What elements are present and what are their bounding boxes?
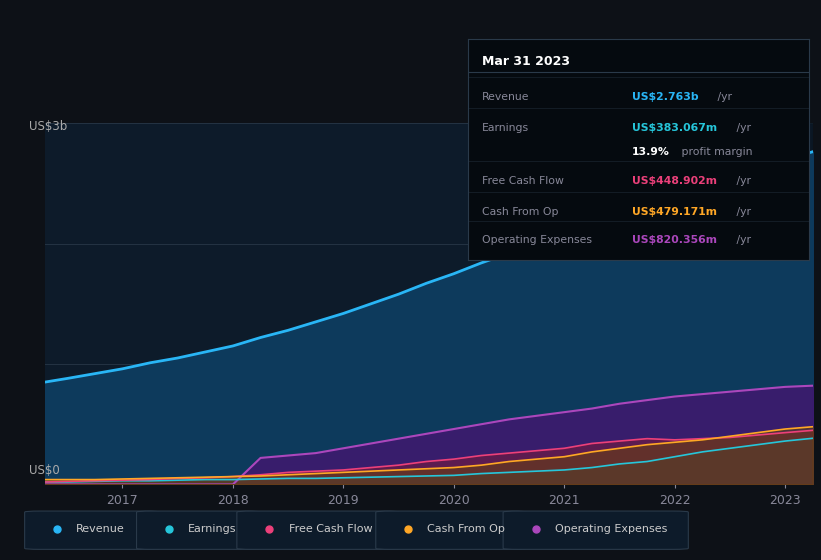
Text: Operating Expenses: Operating Expenses — [555, 524, 667, 534]
Text: US$383.067m: US$383.067m — [631, 123, 717, 133]
Text: US$448.902m: US$448.902m — [631, 176, 717, 186]
Text: Earnings: Earnings — [482, 123, 529, 133]
Text: Cash From Op: Cash From Op — [428, 524, 506, 534]
FancyBboxPatch shape — [376, 511, 526, 549]
Text: US$2.763b: US$2.763b — [631, 92, 698, 102]
Text: /yr: /yr — [732, 176, 750, 186]
Text: /yr: /yr — [732, 236, 750, 245]
Text: US$820.356m: US$820.356m — [631, 236, 717, 245]
Text: Free Cash Flow: Free Cash Flow — [482, 176, 563, 186]
Text: /yr: /yr — [714, 92, 732, 102]
Text: US$0: US$0 — [29, 464, 59, 477]
FancyBboxPatch shape — [503, 511, 688, 549]
Text: /yr: /yr — [732, 123, 750, 133]
Text: 13.9%: 13.9% — [631, 147, 669, 157]
Text: Cash From Op: Cash From Op — [482, 207, 558, 217]
Text: profit margin: profit margin — [677, 147, 752, 157]
Text: Operating Expenses: Operating Expenses — [482, 236, 592, 245]
Text: /yr: /yr — [732, 207, 750, 217]
Text: US$3b: US$3b — [29, 120, 67, 133]
Text: Earnings: Earnings — [188, 524, 236, 534]
Text: Revenue: Revenue — [482, 92, 529, 102]
Text: Mar 31 2023: Mar 31 2023 — [482, 55, 570, 68]
FancyBboxPatch shape — [136, 511, 260, 549]
Text: Free Cash Flow: Free Cash Flow — [288, 524, 372, 534]
FancyBboxPatch shape — [25, 511, 160, 549]
FancyBboxPatch shape — [237, 511, 399, 549]
Bar — [730, 123, 813, 484]
Text: Revenue: Revenue — [76, 524, 125, 534]
Text: US$479.171m: US$479.171m — [631, 207, 717, 217]
